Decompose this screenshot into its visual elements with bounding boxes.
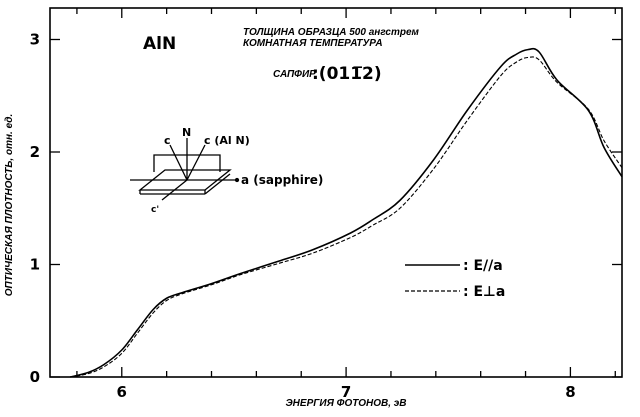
annotation-thickness: ТОЛЩИНА ОБРАЗЦА 500 ангстрем	[243, 27, 420, 38]
y-tick-label: 2	[30, 143, 40, 161]
legend: : E//a : E⊥a	[405, 258, 505, 300]
inset-label-n: N	[182, 126, 191, 139]
y-tick-label: 3	[30, 31, 40, 49]
orientation-inset: c N c (Al N) a (sapphire) c'	[130, 126, 323, 215]
x-tick-label: 6	[117, 383, 127, 401]
inset-label-c-prime: c'	[151, 205, 159, 215]
x-axis-label: ЭНЕРГИЯ ФОТОНОВ, эВ	[285, 398, 406, 409]
annotation-temperature: КОМНАТНАЯ ТЕМПЕРАТУРА	[243, 38, 383, 49]
y-axis-label: ОПТИЧЕСКАЯ ПЛОТНОСТЬ, отн. ед.	[4, 114, 15, 296]
axes	[49, 7, 623, 378]
x-tick-label: 7	[341, 383, 351, 401]
inset-label-c: c	[164, 134, 171, 147]
y-tick-label: 0	[30, 368, 40, 386]
series-line-perpendicular	[70, 56, 623, 378]
y-tick-label: 1	[30, 256, 40, 274]
x-tick-label: 8	[565, 383, 575, 401]
inset-label-c-aln: c (Al N)	[204, 134, 250, 147]
inset-label-a-sapphire: a (sapphire)	[241, 173, 323, 187]
annotation-plane: :(011̅2)	[312, 64, 382, 84]
ticks: 6 7 8 0 1 2 3	[30, 8, 622, 401]
series-lines	[69, 47, 623, 378]
legend-label-solid: : E//a	[463, 258, 503, 274]
chart-title: AlN	[143, 34, 176, 54]
annotation-substrate: САПФИР	[273, 69, 316, 80]
plot-frame	[49, 7, 623, 378]
series-line-parallel	[69, 47, 623, 378]
legend-label-dashed: : E⊥a	[463, 284, 505, 300]
